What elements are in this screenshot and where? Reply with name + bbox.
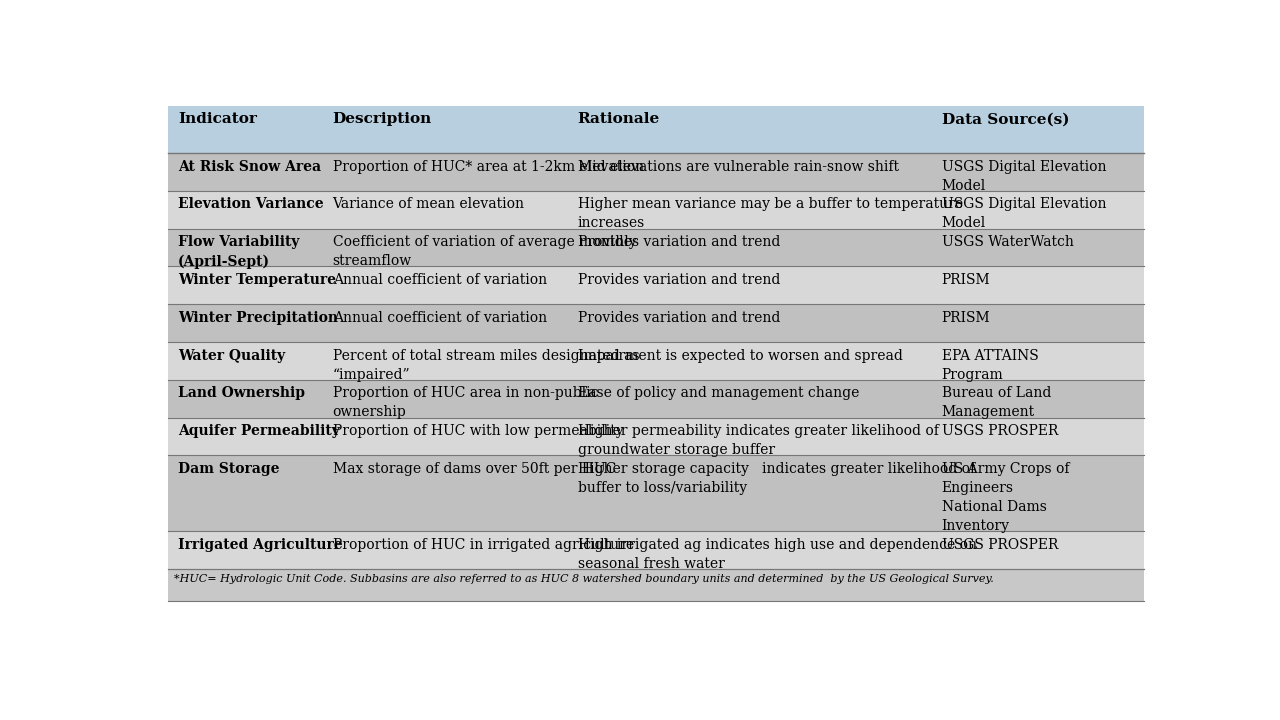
Text: Proportion of HUC with low permeability: Proportion of HUC with low permeability (333, 424, 623, 438)
Text: Impairment is expected to worsen and spread: Impairment is expected to worsen and spr… (577, 348, 902, 363)
Text: Mid elevations are vulnerable rain-snow shift: Mid elevations are vulnerable rain-snow … (577, 160, 899, 174)
Text: Dam Storage: Dam Storage (178, 462, 279, 476)
Text: At Risk Snow Area: At Risk Snow Area (178, 160, 321, 174)
Text: Proportion of HUC area in non-public
ownership: Proportion of HUC area in non-public own… (333, 387, 598, 419)
Text: Aquifer Permeability: Aquifer Permeability (178, 424, 339, 438)
Text: Flow Variability
(April-Sept): Flow Variability (April-Sept) (178, 235, 300, 269)
Bar (168, 342, 1144, 379)
Text: Percent of total stream miles designated as
“impaired”: Percent of total stream miles designated… (333, 348, 639, 382)
Bar (168, 531, 1144, 569)
Text: Annual coefficient of variation: Annual coefficient of variation (333, 311, 547, 325)
Text: Max storage of dams over 50ft per HUC: Max storage of dams over 50ft per HUC (333, 462, 616, 476)
Text: Higher permeability indicates greater likelihood of
groundwater storage buffer: Higher permeability indicates greater li… (577, 424, 938, 457)
Bar (168, 569, 1144, 601)
Bar (168, 379, 1144, 418)
Text: High irrigated ag indicates high use and dependence on
seasonal fresh water: High irrigated ag indicates high use and… (577, 538, 977, 570)
Text: Data Source(s): Data Source(s) (942, 112, 1069, 127)
Text: PRISM: PRISM (942, 311, 991, 325)
Text: Ease of policy and management change: Ease of policy and management change (577, 387, 859, 400)
Text: Higher mean variance may be a buffer to temperature
increases: Higher mean variance may be a buffer to … (577, 197, 963, 230)
Text: Provides variation and trend: Provides variation and trend (577, 311, 780, 325)
Text: Water Quality: Water Quality (178, 348, 285, 363)
Text: Irrigated Agriculture: Irrigated Agriculture (178, 538, 343, 552)
Text: USGS WaterWatch: USGS WaterWatch (942, 235, 1074, 249)
Bar (168, 106, 1144, 153)
Bar (168, 418, 1144, 455)
Bar (168, 228, 1144, 266)
Text: Annual coefficient of variation: Annual coefficient of variation (333, 273, 547, 287)
Text: Land Ownership: Land Ownership (178, 387, 305, 400)
Bar (168, 455, 1144, 531)
Text: *HUC= Hydrologic Unit Code. Subbasins are also referred to as HUC 8 watershed bo: *HUC= Hydrologic Unit Code. Subbasins ar… (174, 575, 993, 584)
Text: Indicator: Indicator (178, 112, 257, 127)
Bar (168, 153, 1144, 191)
Text: EPA ATTAINS
Program: EPA ATTAINS Program (942, 348, 1038, 382)
Text: Variance of mean elevation: Variance of mean elevation (333, 197, 525, 212)
Bar (168, 266, 1144, 304)
Text: Provides variation and trend: Provides variation and trend (577, 235, 780, 249)
Text: USGS PROSPER: USGS PROSPER (942, 538, 1059, 552)
Text: Higher storage capacity   indicates greater likelihood of
buffer to loss/variabi: Higher storage capacity indicates greate… (577, 462, 975, 495)
Text: Rationale: Rationale (577, 112, 660, 127)
Text: Provides variation and trend: Provides variation and trend (577, 273, 780, 287)
Text: Winter Precipitation: Winter Precipitation (178, 311, 338, 325)
Text: Description: Description (333, 112, 431, 127)
Text: USGS PROSPER: USGS PROSPER (942, 424, 1059, 438)
Text: Coefficient of variation of average monthly
streamflow: Coefficient of variation of average mont… (333, 235, 636, 268)
Text: PRISM: PRISM (942, 273, 991, 287)
Text: Proportion of HUC in irrigated agriculture: Proportion of HUC in irrigated agricultu… (333, 538, 634, 552)
Bar (168, 191, 1144, 228)
Text: USGS Digital Elevation
Model: USGS Digital Elevation Model (942, 197, 1106, 230)
Text: US Army Crops of
Engineers
National Dams
Inventory: US Army Crops of Engineers National Dams… (942, 462, 1069, 533)
Text: Bureau of Land
Management: Bureau of Land Management (942, 387, 1051, 419)
Text: Proportion of HUC* area at 1-2km elevation: Proportion of HUC* area at 1-2km elevati… (333, 160, 644, 174)
Text: Winter Temperature: Winter Temperature (178, 273, 335, 287)
Text: USGS Digital Elevation
Model: USGS Digital Elevation Model (942, 160, 1106, 192)
Bar (168, 304, 1144, 342)
Text: Elevation Variance: Elevation Variance (178, 197, 324, 212)
